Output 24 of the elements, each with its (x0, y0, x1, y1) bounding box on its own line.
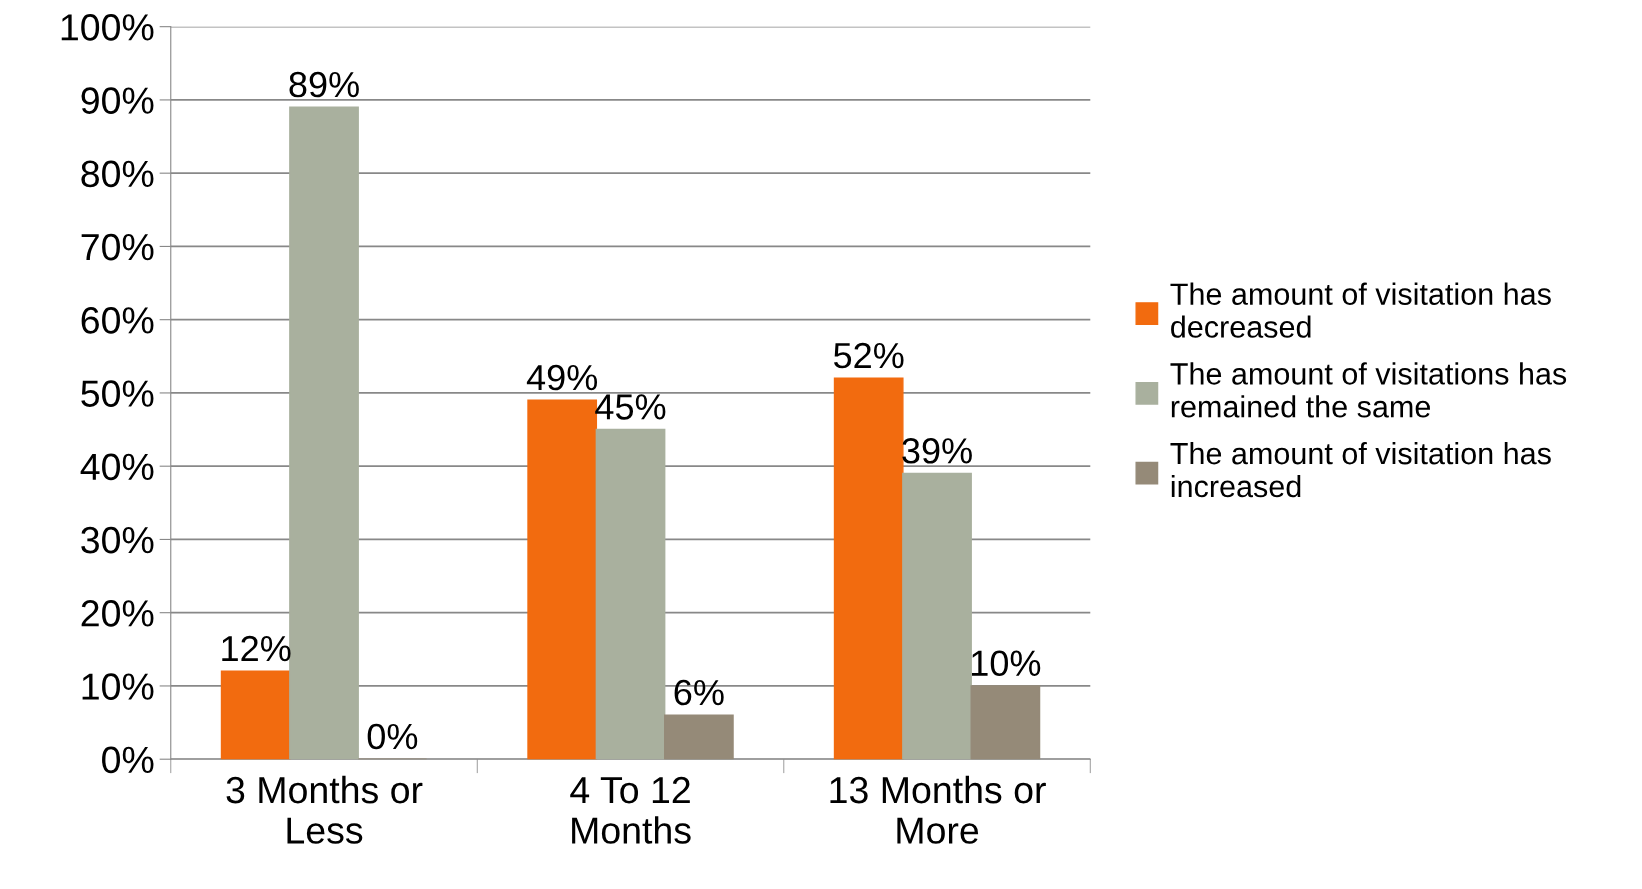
x-tick-label: 3 Months or Less (226, 775, 423, 844)
y-tick-label: 30% (81, 526, 154, 554)
y-tick-label: 70% (81, 233, 154, 261)
data-label: 6% (674, 679, 724, 706)
data-label: 49% (526, 364, 598, 391)
legend-label: The amount of visitations has remained the same (1170, 362, 1567, 418)
x-tick-label: 13 Months or More (830, 775, 1046, 844)
data-label: 10% (972, 650, 1041, 677)
data-label: 52% (833, 342, 904, 369)
y-tick-label: 60% (81, 307, 154, 334)
y-tick-label: 0% (102, 746, 154, 774)
legend-label: The amount of visitation has increased (1170, 441, 1551, 498)
legend-label: The amount of visitation has decreased (1170, 282, 1551, 338)
y-tick-label: 90% (81, 87, 154, 114)
y-tick-label: 80% (81, 160, 154, 188)
data-label: 12% (222, 635, 291, 662)
y-tick-label: 40% (80, 453, 154, 481)
data-label: 0% (367, 723, 418, 750)
y-tick-label: 50% (81, 380, 154, 407)
x-tick-label: 4 To 12 Months (570, 776, 691, 844)
y-tick-label: 20% (81, 600, 154, 627)
data-label: 89% (289, 71, 359, 98)
y-tick-label: 10% (82, 673, 154, 700)
y-tick-label: 100% (61, 14, 154, 41)
